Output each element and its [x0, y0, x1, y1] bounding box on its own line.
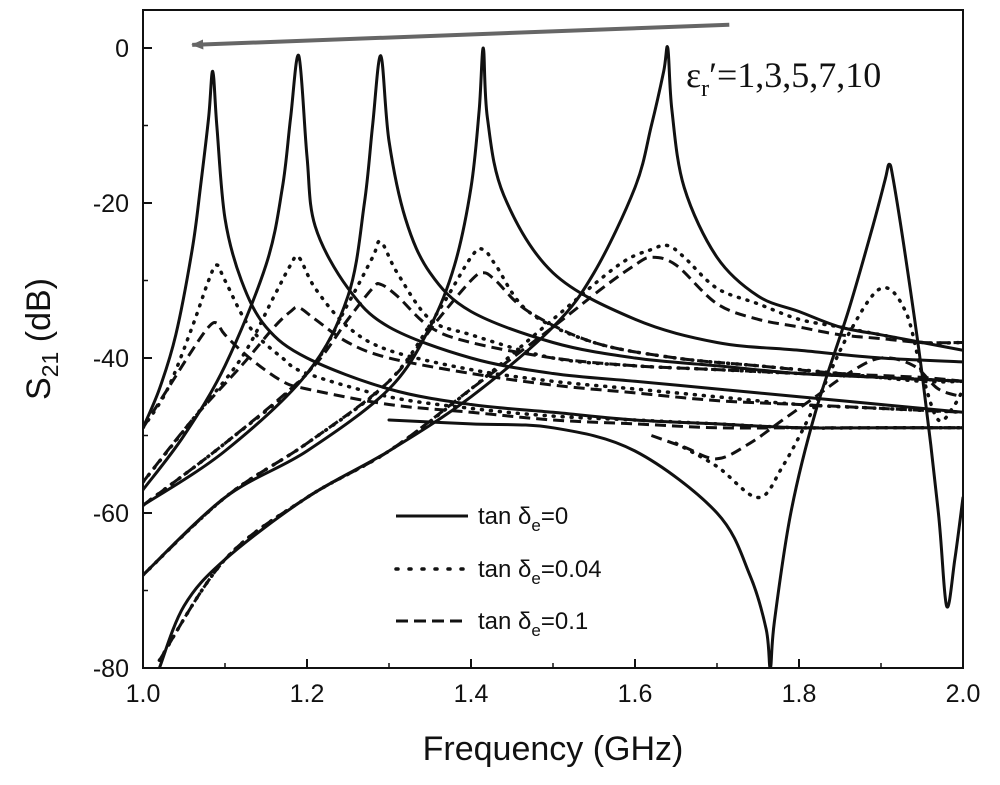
legend-label-dashed: tan δe=0.1: [478, 608, 588, 640]
y-axis-title-main: S: [20, 377, 58, 400]
series-line-solid-eps-7-3: [143, 48, 963, 575]
y-tick-label: -40: [93, 345, 129, 373]
y-tick-label: -60: [93, 500, 129, 528]
annotation-label: εr′=1,3,5,7,10: [686, 55, 881, 102]
x-tick-label: 1.6: [618, 680, 653, 708]
annotation-arrow: [192, 25, 729, 45]
series-line-dotted-eps-1-6: [143, 265, 963, 428]
series-line-solid-eps-5-2: [143, 56, 963, 506]
legend: tan δe=0 tan δe=0.04 tan δe=0.1: [396, 503, 602, 640]
y-tick-label: 0: [115, 35, 129, 63]
s21-frequency-chart: 1.0 1.2 1.4 1.6 1.8 2.0 0 -20 -40 -60 -80 Frequenc…: [0, 0, 1000, 785]
y-tick-label: -80: [93, 655, 129, 683]
series-line-dotted-eps-10-10: [159, 245, 963, 660]
annotation-sub: r: [701, 76, 709, 102]
x-tick-label: 1.4: [454, 680, 489, 708]
y-axis-title: S21 (dB): [20, 278, 63, 400]
y-axis-title-sub: 21: [37, 352, 63, 378]
y-tick-label: -20: [93, 190, 129, 218]
legend-label-dotted: tan δe=0.04: [478, 556, 602, 588]
legend-label-solid: tan δe=0: [478, 503, 568, 535]
series-line-dotted-eps-3-7: [143, 256, 963, 482]
series-line-solid-eps-0-5: [389, 164, 963, 668]
annotation-prefix: ε: [686, 55, 701, 95]
x-axis-title: Frequency (GHz): [423, 730, 684, 768]
x-tick-label: 2.0: [946, 680, 981, 708]
x-tick-label: 1.8: [782, 680, 817, 708]
annotation-suffix: ′=1,3,5,7,10: [709, 55, 881, 95]
x-tick-label: 1.0: [126, 680, 161, 708]
x-tick-label: 1.2: [290, 680, 325, 708]
y-axis-title-unit: (dB): [20, 278, 58, 352]
